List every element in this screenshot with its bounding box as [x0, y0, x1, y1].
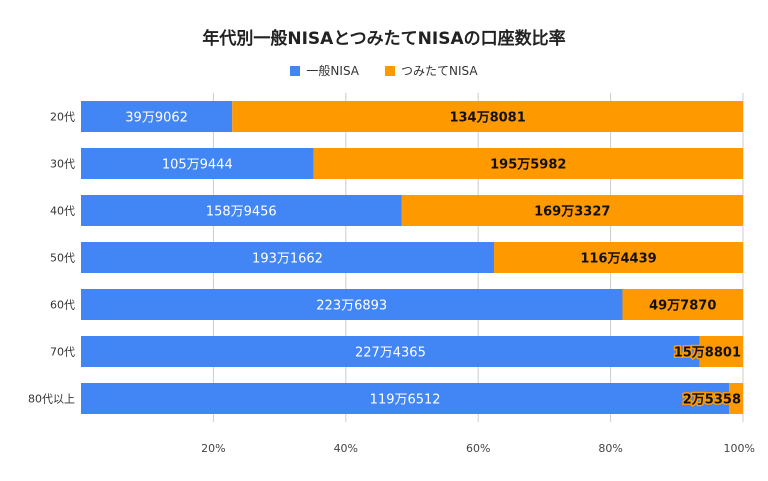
data-label-tsumitate-0: 134万8081: [449, 111, 525, 126]
bar-ippan-3: [81, 242, 495, 273]
legend-swatch-tsumitate: [385, 65, 395, 76]
legend-item-tsumitate[interactable]: つみたてNISA: [385, 62, 478, 79]
bar-tsumitate-0: [232, 101, 744, 132]
x-tick-label-2: 60%: [466, 442, 490, 455]
category-label-0: 20代: [50, 111, 75, 124]
data-label-tsumitate-5: 15万8801: [674, 346, 741, 361]
data-label-ippan-3: 193万1662: [252, 252, 323, 267]
data-label-ippan-4: 223万6893: [316, 299, 387, 314]
chart-title: 年代別一般NISAとつみたてNISAの口座数比率: [202, 29, 566, 49]
bar-ippan-4: [81, 289, 623, 320]
legend-swatch-ippan: [290, 65, 301, 76]
data-label-ippan-0: 39万9062: [125, 111, 188, 126]
category-label-3: 50代: [50, 252, 75, 265]
category-label-5: 70代: [50, 346, 75, 359]
category-label-2: 40代: [50, 205, 75, 218]
legend-item-ippan[interactable]: 一般NISA: [290, 62, 359, 79]
data-label-tsumitate-2: 169万3327: [534, 205, 610, 220]
bar-ippan-1: [81, 148, 314, 179]
data-label-tsumitate-1: 195万5982: [490, 158, 566, 173]
bar-tsumitate-1: [313, 148, 743, 179]
bar-tsumitate-4: [622, 289, 743, 320]
bar-tsumitate-6: [729, 383, 743, 414]
bar-tsumitate-2: [401, 195, 743, 226]
data-label-ippan-6: 119万6512: [370, 393, 441, 408]
x-tick-label-3: 80%: [598, 442, 622, 455]
data-label-tsumitate-3: 116万4439: [580, 252, 656, 267]
data-label-tsumitate-6: 2万5358: [683, 393, 741, 408]
x-tick-label-0: 20%: [201, 442, 225, 455]
bar-ippan-5: [81, 336, 700, 367]
data-label-ippan-1: 105万9444: [162, 158, 233, 173]
category-label-6: 80代以上: [28, 393, 75, 406]
legend-label-ippan: 一般NISA: [306, 64, 359, 78]
category-label-1: 30代: [50, 158, 75, 171]
data-label-tsumitate-4: 49万7870: [649, 299, 716, 314]
category-label-4: 60代: [50, 299, 75, 312]
data-label-ippan-5: 227万4365: [355, 346, 426, 361]
bar-ippan-0: [81, 101, 233, 132]
bar-ippan-6: [81, 383, 730, 414]
bar-tsumitate-3: [494, 242, 743, 273]
bar-tsumitate-5: [699, 336, 743, 367]
x-tick-label-4: 100%: [724, 442, 755, 455]
bar-ippan-2: [81, 195, 402, 226]
data-label-ippan-2: 158万9456: [206, 205, 277, 220]
legend-label-tsumitate: つみたてNISA: [401, 64, 478, 78]
chart-legend: 一般NISA つみたてNISA: [0, 62, 768, 79]
x-tick-label-1: 40%: [334, 442, 358, 455]
